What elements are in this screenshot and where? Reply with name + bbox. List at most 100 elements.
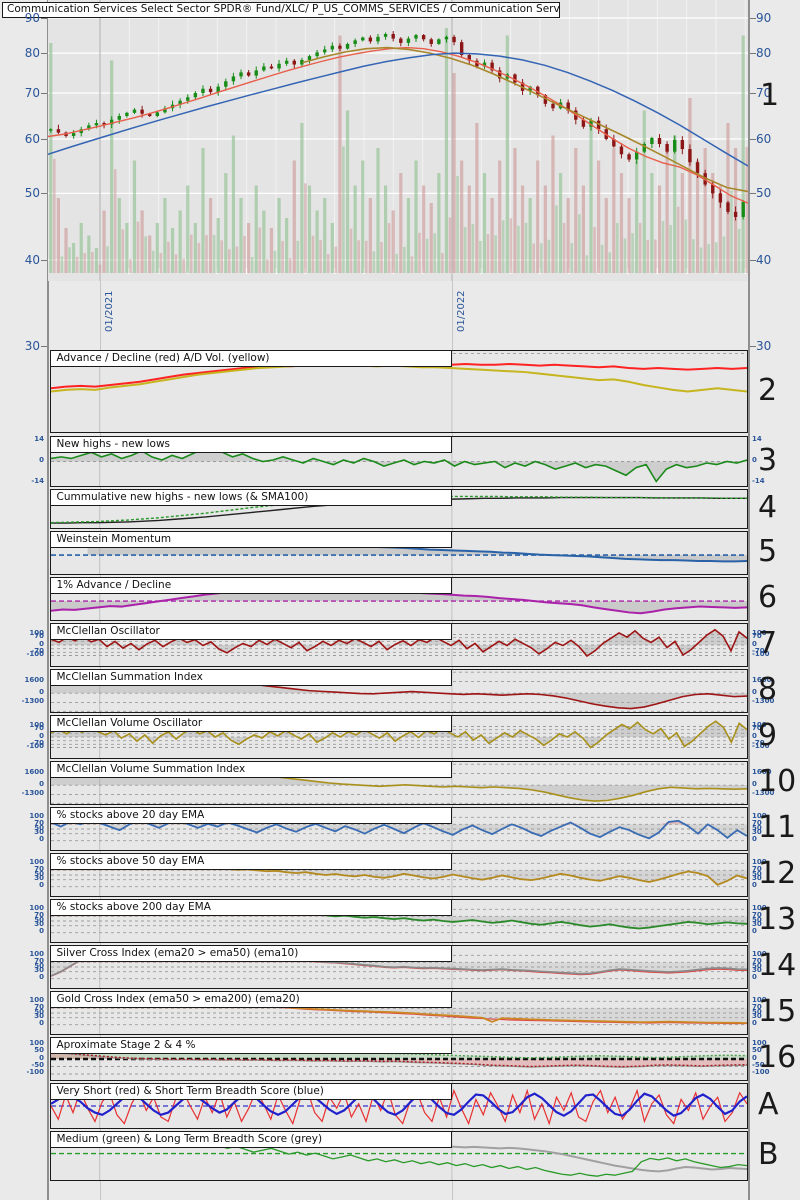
panel-4-plot[interactable]: Cummulative new highs - new lows (& SMA1… [49,488,748,529]
panel-12-title: % stocks above 50 day EMA [49,852,452,870]
panel-15-ylabel-left-30: 30 [34,1012,44,1021]
panel-4-title: Cummulative new highs - new lows (& SMA1… [49,488,452,506]
panel-3-title: New highs - new lows [49,435,452,453]
y-tick-right-50 [750,193,756,195]
panel-5-plot[interactable]: Weinstein Momentum [49,530,748,575]
panel-16-ylabel-right-100: 100 [752,1038,767,1047]
panel-13-ylabel-right-70: 70 [752,910,762,919]
panel-8-ylabel-left-1600: 1600 [24,676,44,685]
panel-3-ylabel-left-14: 14 [34,435,44,443]
panel-9-ylabel-right--100: -100 [752,741,770,750]
panel-9-ylabel-left-100: 100 [29,721,44,730]
panel-9-ylabel-left--70: -70 [31,738,44,747]
panel-15-title: Gold Cross Index (ema50 > ema200) (ema20… [49,990,452,1008]
panel-10-plot[interactable]: McClellan Volume Summation Index [49,760,748,805]
panel-13-plot[interactable]: % stocks above 200 day EMA [49,898,748,943]
panel-number-13: 13 [758,902,797,937]
panel-8-ylabel-right--1300: -1300 [752,696,775,705]
panel-13-ylabel-left-50: 50 [34,915,44,924]
panel-9-ylabel-left--100: -100 [26,741,44,750]
series-nh-nl [51,446,747,481]
panel-14-plot[interactable]: Silver Cross Index (ema20 > ema50) (ema1… [49,944,748,989]
panel-3-ylabel-right--14: -14 [752,477,765,485]
panel-9-plot[interactable]: McClellan Volume Oscillator [49,714,748,759]
panel-2-plot[interactable]: Advance / Decline (red) A/D Vol. (yellow… [49,349,748,433]
panel-3-ylabel-right-0: 0 [752,456,757,464]
panel-12-ylabel-right-0: 0 [752,880,757,889]
y-axis-label-right-70: 70 [756,85,772,100]
y-axis-label-right-90: 90 [756,11,772,25]
panel-15-ylabel-left-100: 100 [29,996,44,1005]
panel-number-7: 7 [758,626,778,661]
panel-14-title: Silver Cross Index (ema20 > ema50) (ema1… [49,944,452,962]
panel-number-1: 1 [760,78,780,113]
panel-8-ylabel-right-0: 0 [752,687,757,696]
panel-13-title: % stocks above 200 day EMA [49,898,452,916]
panel-11-title: % stocks above 20 day EMA [49,806,452,824]
series-short-term-breadth [51,1094,747,1116]
panel-9-ylabel-left-0: 0 [39,731,44,740]
panel-15-ylabel-left-50: 50 [34,1007,44,1016]
panel-15-ylabel-right-100: 100 [752,996,767,1005]
panel-15-plot[interactable]: Gold Cross Index (ema50 > ema200) (ema20… [49,990,748,1035]
panel-6-title: 1% Advance / Decline [49,576,452,594]
panel-14-ylabel-left-70: 70 [34,956,44,965]
y-axis-label-left-80: 80 [24,46,40,61]
panel-7-ylabel-right-0: 0 [752,639,757,648]
panel-11-ylabel-left-0: 0 [39,834,44,843]
panel-7-ylabel-right--70: -70 [752,646,765,655]
panel-12-ylabel-left-70: 70 [34,864,44,873]
panel-16-ylabel-left-50: 50 [34,1046,44,1055]
y-tick-left-60 [41,138,47,140]
panel-13-ylabel-left-100: 100 [29,904,44,913]
y-axis-label-left-50: 50 [24,186,40,201]
panel-11-ylabel-left-100: 100 [29,812,44,821]
y-axis-label-right-80: 80 [756,46,772,61]
y-axis-label-left-90: 90 [24,11,40,25]
y-tick-right-40 [750,259,756,261]
panel-13-ylabel-left-30: 30 [34,920,44,929]
panel-16-ylabel-left-0: 0 [39,1053,44,1062]
panel-12-ylabel-left-50: 50 [34,869,44,878]
panel-15-ylabel-right-30: 30 [752,1012,762,1021]
panel-6-plot[interactable]: 1% Advance / Decline [49,576,748,621]
panel-10-ylabel-right-0: 0 [752,779,757,788]
panel-A-plot[interactable]: Very Short (red) & Short Term Breadth Sc… [49,1082,748,1129]
panel-12-plot[interactable]: % stocks above 50 day EMA [49,852,748,897]
panel-9-title: McClellan Volume Oscillator [49,714,452,732]
series-very-short-breadth [51,1091,747,1124]
panel-8-plot[interactable]: McClellan Summation Index [49,668,748,713]
y-tick-left-40 [41,259,47,261]
main-price-chart[interactable] [48,0,748,281]
x-axis-label-01/2021: 01/2021 [104,290,115,332]
panel-number-11: 11 [758,810,797,845]
chart-title-text: Communication Services Select Sector SPD… [7,3,560,15]
y-axis-label-left-60: 60 [24,131,40,146]
y-tick-right-30 [750,345,756,347]
y-axis-label-left-40: 40 [24,252,40,267]
panel-10-ylabel-left-1600: 1600 [24,768,44,777]
series-pct-above-20ema [51,820,747,838]
series-mcclellan-osc [51,630,747,656]
y-tick-left-50 [41,193,47,195]
panel-12-ylabel-left-100: 100 [29,858,44,867]
panel-12-ylabel-right-50: 50 [752,869,762,878]
panel-B-plot[interactable]: Medium (green) & Long Term Breadth Score… [49,1130,748,1181]
panel-11-plot[interactable]: % stocks above 20 day EMA [49,806,748,851]
panel-14-ylabel-left-100: 100 [29,950,44,959]
y-axis-label-left-70: 70 [24,85,40,100]
y-axis-label-right-40: 40 [756,252,772,267]
y-axis-label-left-30: 30 [24,338,40,353]
panel-16-ylabel-right-50: 50 [752,1046,762,1055]
panel-number-16: 16 [758,1040,797,1075]
y-tick-right-70 [750,92,756,94]
panel-16-title: Aproximate Stage 2 & 4 % [49,1036,452,1054]
panel-10-ylabel-right-1600: 1600 [752,768,772,777]
panel-3-plot[interactable]: New highs - new lows [49,435,748,487]
panel-7-ylabel-right--100: -100 [752,649,770,658]
y-axis-label-right-50: 50 [756,186,772,201]
panel-15-ylabel-left-70: 70 [34,1002,44,1011]
panel-7-plot[interactable]: McClellan Oscillator [49,622,748,667]
panel-16-plot[interactable]: Aproximate Stage 2 & 4 % [49,1036,748,1081]
